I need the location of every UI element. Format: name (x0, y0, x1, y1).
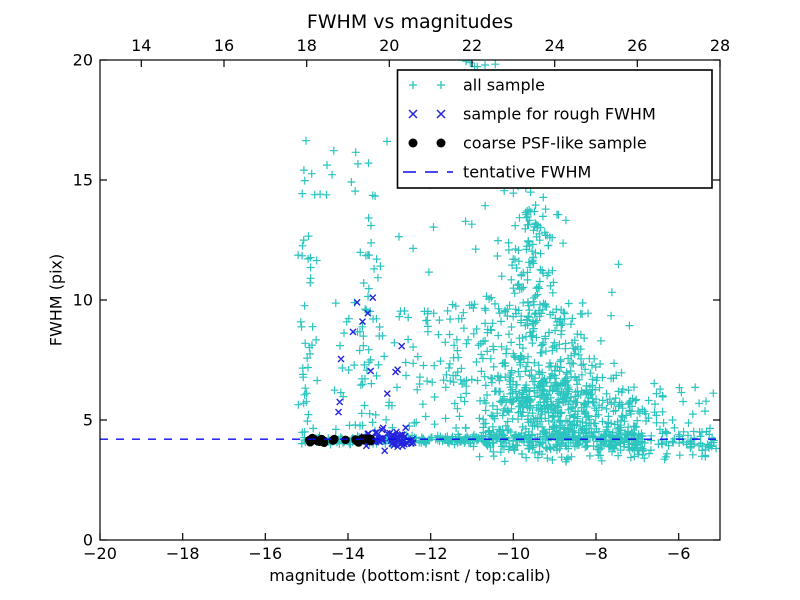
x-tick-label: −14 (331, 544, 365, 563)
top-tick-label: 18 (297, 36, 317, 55)
chart-title: FWHM vs magnitudes (307, 11, 513, 33)
legend-label: coarse PSF-like sample (463, 134, 647, 153)
plot-data-area (100, 60, 720, 466)
x-tick-label: −12 (414, 544, 448, 563)
legend: all sample sample for rough FWHM coarse PS… (396, 69, 713, 189)
y-tick-label: 5 (83, 411, 93, 430)
top-tick-label: 26 (627, 36, 647, 55)
legend-label: tentative FWHM (463, 163, 591, 182)
y-tick-label: 15 (73, 171, 93, 190)
x-tick-label: −10 (496, 544, 530, 563)
x-tick-label: −8 (584, 544, 608, 563)
legend-x-marker-icon (408, 109, 446, 119)
legend-label: sample for rough FWHM (463, 105, 656, 124)
top-tick-label: 24 (545, 36, 565, 55)
legend-plus-marker-icon (409, 81, 445, 89)
top-tick-label: 28 (710, 36, 730, 55)
y-tick-label: 0 (83, 531, 93, 550)
axes-frame (99, 59, 721, 541)
y-tick-label: 10 (73, 291, 93, 310)
x-tick-label: −6 (667, 544, 691, 563)
top-tick-label: 14 (131, 36, 151, 55)
x-tick-label: −16 (248, 544, 282, 563)
y-tick-label: 20 (73, 51, 93, 70)
top-tick-label: 16 (214, 36, 234, 55)
top-tick-label: 22 (462, 36, 482, 55)
legend-label: all sample (463, 76, 545, 95)
x-tick-label: −18 (166, 544, 200, 563)
top-tick-label: 20 (379, 36, 399, 55)
legend-dot-marker-icon (436, 138, 446, 148)
legend-box (396, 69, 713, 189)
x-tick-label: −20 (83, 544, 117, 563)
y-axis-label: FWHM (pix) (47, 254, 66, 347)
x-axis-label: magnitude (bottom:isnt / top:calib) (269, 566, 550, 585)
legend-dot-marker-icon (408, 138, 418, 148)
